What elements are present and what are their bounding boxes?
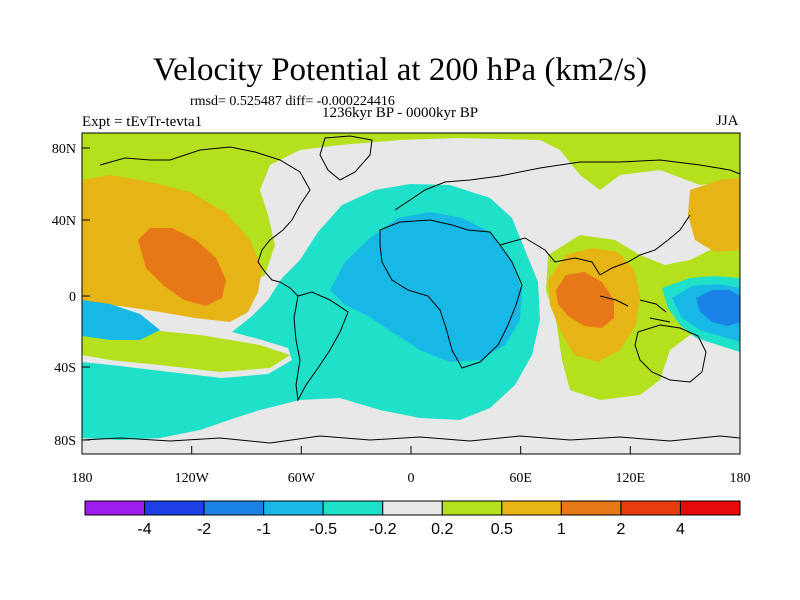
chart-title: Velocity Potential at 200 hPa (km2/s) — [152, 52, 648, 88]
colorbar-label: -2 — [197, 521, 211, 538]
x-tick-label: 60W — [288, 471, 316, 486]
colorbar-box — [203, 500, 265, 516]
x-tick-labels: 180 120W 60W 0 60E 120E 180 — [72, 471, 751, 486]
y-tick-label: 80S — [54, 434, 76, 449]
coast-north-america — [169, 146, 311, 297]
coast-arabia-india — [499, 237, 601, 276]
season-label: JJA — [716, 113, 739, 129]
colorbar-label: -0.5 — [309, 521, 337, 538]
field-positive-west-pacific — [688, 178, 740, 252]
colorbar-box — [382, 500, 443, 516]
colorbar-box — [144, 500, 205, 516]
colorbar-label: -4 — [137, 521, 151, 538]
colorbar-box — [560, 500, 622, 516]
colorbar-box — [620, 500, 681, 516]
coast-south-america — [293, 291, 349, 402]
colorbar-label: 0.5 — [491, 521, 513, 538]
colorbar-box — [501, 500, 562, 516]
colorbar-box — [441, 500, 503, 516]
contour-fields — [82, 133, 740, 454]
field-negative-africa-core — [330, 212, 522, 362]
colorbar-box — [679, 500, 741, 516]
y-tick-labels: 80N 40N 0 40S 80S — [52, 142, 76, 449]
coast-australia — [634, 324, 707, 383]
experiment-label: Expt = tEvTr-tevta1 — [82, 114, 203, 130]
field-negative-west-pacific-strong — [696, 290, 740, 326]
colorbar-labels: -4 -2 -1 -0.5 -0.2 0.2 0.5 1 2 4 — [137, 521, 685, 538]
x-tick-label: 60E — [509, 471, 532, 486]
colorbar-label: 4 — [676, 521, 685, 538]
x-tick-label: 180 — [730, 471, 751, 486]
field-negative-east-pacific — [82, 300, 160, 340]
coast-africa — [379, 219, 523, 369]
stats-text: rmsd= 0.525487 diff= -0.000224416 — [190, 94, 395, 109]
colorbar-box — [263, 500, 324, 516]
colorbar-label: 1 — [557, 521, 566, 538]
y-tick-label: 80N — [52, 142, 76, 157]
y-tick-label: 0 — [69, 290, 76, 305]
colorbar-box — [84, 500, 146, 516]
coast-greenland — [319, 135, 373, 181]
colorbar-box — [322, 500, 384, 516]
coastlines — [82, 135, 740, 444]
colorbar — [84, 500, 741, 516]
coast-europe-asia — [394, 159, 740, 211]
x-tick-label: 120E — [616, 471, 646, 486]
coast-alaska — [99, 157, 170, 166]
coast-maritime-islands — [599, 295, 671, 323]
period-text: 1236kyr BP - 0000kyr BP — [322, 105, 479, 121]
y-tick-label: 40N — [52, 214, 76, 229]
coast-southeast-asia — [599, 214, 691, 276]
x-tick-label: 180 — [72, 471, 93, 486]
x-tick-label: 120W — [175, 471, 210, 486]
colorbar-label: -0.2 — [369, 521, 397, 538]
field-positive-core-pacific — [138, 228, 226, 306]
field-positive-core-indonesia — [556, 272, 614, 328]
coast-antarctica — [82, 435, 740, 444]
colorbar-label: 0.2 — [431, 521, 453, 538]
colorbar-label: 2 — [616, 521, 625, 538]
y-tick-label: 40S — [54, 361, 76, 376]
colorbar-label: -1 — [257, 521, 271, 538]
axis-ticks — [81, 147, 741, 454]
x-tick-label: 0 — [408, 471, 415, 486]
